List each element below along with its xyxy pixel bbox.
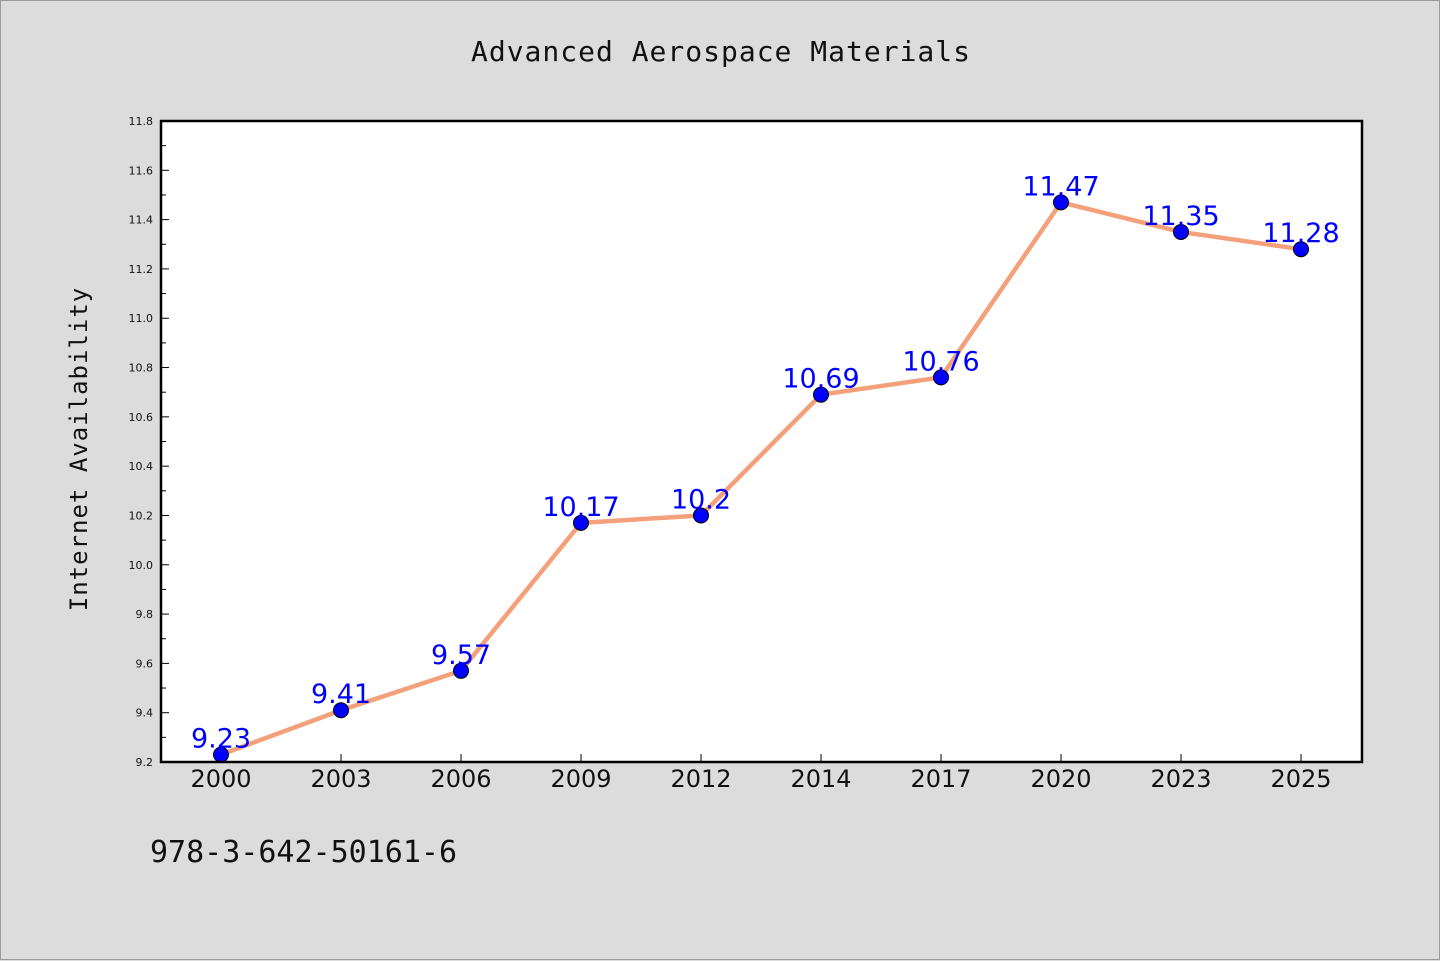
data-label: 10.69 [782,364,859,395]
y-tick-label: 11.0 [129,312,154,325]
x-tick-label: 2017 [910,765,971,793]
data-label: 10.17 [542,492,619,523]
x-tick-label: 2003 [310,765,371,793]
x-axis: 2000 2003 2006 2009 2012 2014 2017 2020 2023 2025 [190,754,1332,793]
data-label: 11.28 [1262,218,1339,249]
x-tick-label: 2000 [190,765,251,793]
plot-frame [159,119,1364,764]
y-tick-label: 10.6 [129,411,154,424]
data-labels: 9.23 9.41 9.57 10.17 10.2 10.69 10.76 11.47 11.3… [191,171,1340,754]
y-tick-label: 10.4 [129,460,154,473]
data-point [1053,194,1069,211]
y-tick-label: 10.2 [129,509,154,522]
x-tick-label: 2020 [1030,765,1091,793]
series-line-group [218,200,1304,757]
data-label: 11.35 [1142,201,1219,232]
y-tick-label: 11.2 [129,263,154,276]
y-axis: 9.2 9.4 9.6 9.8 10.0 10.2 10.4 10.6 10.8 11.0 11.2… [129,115,169,769]
data-point [1293,241,1309,258]
y-tick-label: 11.4 [129,214,154,227]
y-tick-label: 9.8 [136,608,154,621]
x-tick-label: 2006 [430,765,491,793]
data-label: 10.2 [671,484,731,515]
y-tick-label: 9.4 [136,707,154,720]
y-tick-label: 9.2 [136,756,154,769]
y-tick-label: 11.8 [129,115,154,128]
data-point [573,514,589,531]
data-point [1173,223,1189,240]
y-tick-label: 10.0 [129,559,154,572]
data-point [693,507,709,524]
data-label: 11.47 [1022,171,1099,202]
data-point [333,702,349,719]
data-point [813,386,829,403]
x-tick-label: 2025 [1270,765,1331,793]
data-point [453,662,469,679]
footer-code: 978-3-642-50161-6 [150,835,458,870]
data-label: 9.23 [191,724,251,755]
x-tick-label: 2009 [550,765,611,793]
data-label: 9.57 [431,640,491,671]
x-tick-label: 2012 [670,765,731,793]
data-points [213,194,1309,763]
x-tick-label: 2023 [1150,765,1211,793]
data-point [933,369,949,386]
y-tick-label: 11.6 [129,164,154,177]
chart-title: Advanced Aerospace Materials [470,35,971,68]
data-label: 9.41 [311,679,371,710]
x-tick-label: 2014 [790,765,851,793]
series-line [218,200,1304,757]
y-tick-label: 10.8 [129,362,154,375]
y-tick-label: 9.6 [136,657,154,670]
data-label: 10.76 [902,346,979,377]
